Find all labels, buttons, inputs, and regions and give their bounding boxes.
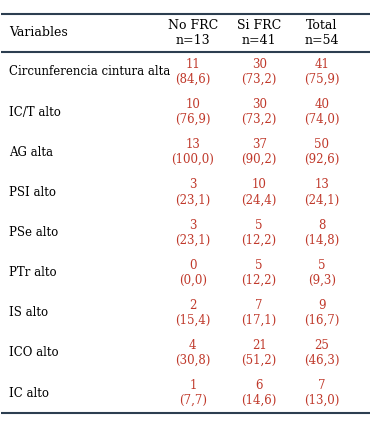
Text: 5
(12,2): 5 (12,2) <box>242 219 277 247</box>
Text: 11
(84,6): 11 (84,6) <box>175 58 211 86</box>
Text: 7
(13,0): 7 (13,0) <box>304 379 339 407</box>
Text: IC/T alto: IC/T alto <box>9 106 60 118</box>
Text: IC alto: IC alto <box>9 387 49 400</box>
Text: AG alta: AG alta <box>9 146 53 159</box>
Text: 8
(14,8): 8 (14,8) <box>304 219 339 247</box>
Text: PTr alto: PTr alto <box>9 266 56 279</box>
Text: 41
(75,9): 41 (75,9) <box>304 58 339 86</box>
Text: 37
(90,2): 37 (90,2) <box>242 138 277 166</box>
Text: 13
(24,1): 13 (24,1) <box>304 179 339 206</box>
Text: ICO alto: ICO alto <box>9 346 58 360</box>
Text: 21
(51,2): 21 (51,2) <box>242 339 277 367</box>
Text: 6
(14,6): 6 (14,6) <box>242 379 277 407</box>
Text: 0
(0,0): 0 (0,0) <box>179 259 207 287</box>
Text: 4
(30,8): 4 (30,8) <box>175 339 211 367</box>
Text: 10
(24,4): 10 (24,4) <box>242 179 277 206</box>
Text: PSe alto: PSe alto <box>9 226 58 239</box>
Text: PSI alto: PSI alto <box>9 186 56 199</box>
Text: 3
(23,1): 3 (23,1) <box>175 179 210 206</box>
Text: 30
(73,2): 30 (73,2) <box>242 58 277 86</box>
Text: Si FRC
n=41: Si FRC n=41 <box>237 19 281 47</box>
Text: 5
(9,3): 5 (9,3) <box>308 259 336 287</box>
Text: 9
(16,7): 9 (16,7) <box>304 299 339 327</box>
Text: Variables: Variables <box>9 26 68 39</box>
Text: 7
(17,1): 7 (17,1) <box>242 299 277 327</box>
Text: 25
(46,3): 25 (46,3) <box>304 339 339 367</box>
Text: 40
(74,0): 40 (74,0) <box>304 98 339 126</box>
Text: 5
(12,2): 5 (12,2) <box>242 259 277 287</box>
Text: 13
(100,0): 13 (100,0) <box>171 138 214 166</box>
Text: Circunferencia cintura alta: Circunferencia cintura alta <box>9 66 170 78</box>
Text: 10
(76,9): 10 (76,9) <box>175 98 211 126</box>
Text: IS alto: IS alto <box>9 306 48 319</box>
Text: 30
(73,2): 30 (73,2) <box>242 98 277 126</box>
Text: 50
(92,6): 50 (92,6) <box>304 138 339 166</box>
Text: Total
n=54: Total n=54 <box>305 19 339 47</box>
Text: 3
(23,1): 3 (23,1) <box>175 219 210 247</box>
Text: 2
(15,4): 2 (15,4) <box>175 299 211 327</box>
Text: No FRC
n=13: No FRC n=13 <box>168 19 218 47</box>
Text: 1
(7,7): 1 (7,7) <box>179 379 207 407</box>
